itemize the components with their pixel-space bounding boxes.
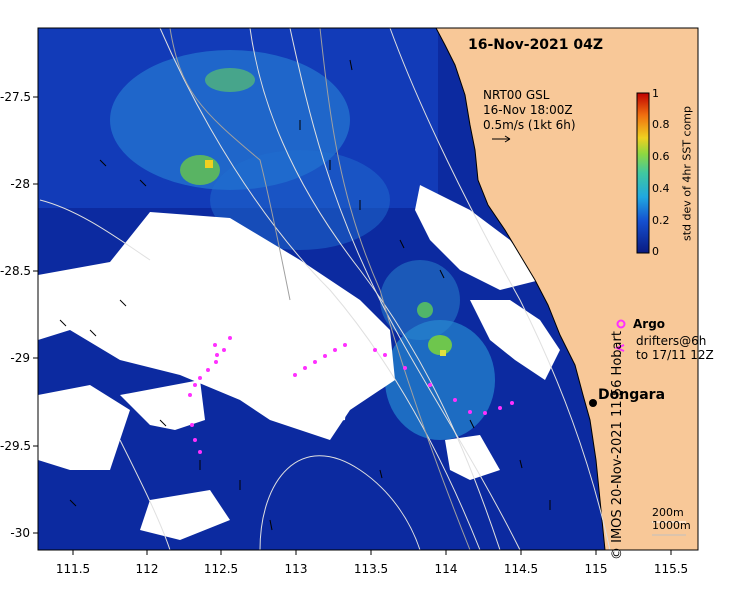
isobath-grey (169, 27, 471, 551)
colorbar-tick: 0 (652, 245, 659, 258)
colorbar-tick: 0.6 (652, 150, 670, 163)
current-source-label: NRT00 GSL (483, 88, 550, 102)
drifter-legend-line1: drifters@6h (636, 334, 707, 348)
current-scale-label: 0.5m/s (1kt 6h) (483, 118, 576, 132)
colorbar-tick: 1 (652, 87, 659, 100)
land-mass (436, 28, 698, 550)
colorbar (636, 92, 650, 254)
argo-legend-label: Argo (633, 317, 666, 331)
lon-tick-label: 114 (434, 562, 458, 576)
axis-ticks (33, 96, 672, 555)
plot-frame (37, 27, 699, 551)
argo-symbol (616, 319, 626, 329)
place-label-dongara: Dongara (598, 387, 666, 403)
coastline (435, 27, 606, 551)
colorbar-title: std dev of 4hr SST comp (680, 105, 694, 242)
drifter-symbol (614, 344, 625, 352)
lon-tick-label: 112 (135, 562, 159, 576)
lat-tick-label: -27.5 (0, 90, 32, 104)
lon-tick-label: 115 (584, 562, 608, 576)
cloud-mask (38, 185, 560, 540)
isobath-lines (39, 27, 611, 551)
lon-tick-label: 113 (284, 562, 308, 576)
lon-tick-label: 112.5 (203, 562, 239, 576)
colorbar-tick: 0.4 (652, 182, 670, 195)
lat-tick-label: -29.5 (0, 439, 32, 453)
colorbar-tick: 0.8 (652, 118, 670, 131)
drifter-legend-line2: to 17/11 12Z (636, 348, 714, 362)
lat-tick-label: -28.5 (0, 264, 32, 278)
scale-arrow-head (504, 135, 511, 143)
imos-credit: © IMOS 20-Nov-2021 11:56 Hobart (610, 331, 625, 560)
lon-tick-label: 111.5 (55, 562, 91, 576)
ocean-texture (38, 28, 495, 440)
lat-tick-label: -29 (10, 351, 30, 365)
dongara-marker (589, 399, 597, 407)
lon-tick-label: 114.5 (503, 562, 539, 576)
current-time-label: 16-Nov 18:00Z (483, 103, 573, 117)
lat-tick-label: -30 (10, 526, 30, 540)
lon-tick-label: 113.5 (353, 562, 389, 576)
current-vectors (59, 59, 551, 531)
isobath-label-200: 200m (652, 506, 684, 519)
lon-tick-label: 115.5 (653, 562, 689, 576)
isobath-label-1000: 1000m (652, 519, 691, 532)
map-date-title: 16-Nov-2021 04Z (468, 37, 604, 53)
colorbar-tick: 0.2 (652, 214, 670, 227)
drifter-tracks (188, 336, 514, 454)
lat-tick-label: -28 (10, 177, 30, 191)
